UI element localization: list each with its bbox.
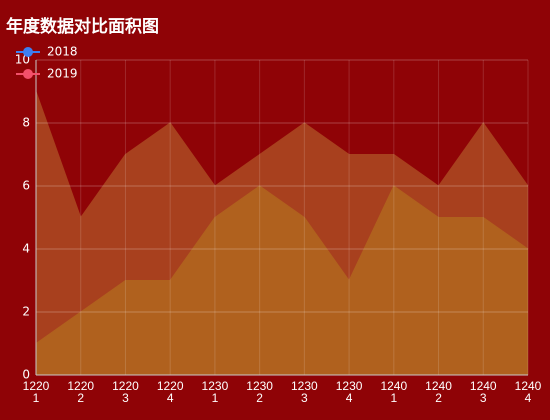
legend-marker <box>23 69 33 79</box>
x-tick-label: 12404 <box>514 379 542 405</box>
y-tick-label: 2 <box>22 305 30 319</box>
chart-title: 年度数据对比面积图 <box>6 16 159 37</box>
area <box>36 186 528 375</box>
y-tick-label: 8 <box>22 116 30 130</box>
legend-label: 2018 <box>47 45 78 59</box>
x-tick-label: 12301 <box>201 379 229 405</box>
x-tick-label: 12204 <box>156 379 184 405</box>
area-line <box>35 185 529 344</box>
x-tick-label: 12202 <box>67 379 95 405</box>
legend-label: 2019 <box>47 67 78 81</box>
x-tick-label: 12201 <box>22 379 50 405</box>
area-line <box>35 91 529 219</box>
x-tick-label: 12304 <box>335 379 363 405</box>
y-tick-label: 0 <box>22 368 30 382</box>
y-tick-label: 4 <box>22 242 30 256</box>
x-tick-label: 12401 <box>380 379 408 405</box>
x-tick-label: 12403 <box>469 379 497 405</box>
x-tick-label: 12402 <box>425 379 452 405</box>
x-tick-label: 12302 <box>246 379 273 405</box>
y-tick-label: 6 <box>22 179 30 193</box>
legend-marker <box>23 47 33 57</box>
x-tick-label: 12203 <box>112 379 139 405</box>
x-tick-label: 12303 <box>291 379 318 405</box>
